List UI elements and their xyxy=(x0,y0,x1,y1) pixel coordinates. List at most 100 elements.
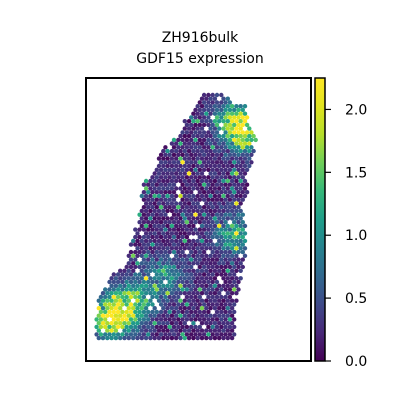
spot-point xyxy=(178,328,183,333)
spot-point xyxy=(212,126,218,131)
spot-point xyxy=(212,171,218,176)
spot-point xyxy=(214,324,220,330)
spot-point xyxy=(163,294,168,300)
spot-point xyxy=(118,313,123,318)
spot-point xyxy=(238,104,243,109)
spot-point xyxy=(219,264,224,270)
spot-point xyxy=(171,257,177,262)
spot-point xyxy=(135,298,140,303)
spot-point xyxy=(193,242,198,247)
spot-point xyxy=(201,242,207,247)
spot-point xyxy=(210,92,215,98)
spot-point xyxy=(199,178,205,184)
spot-point xyxy=(208,306,213,311)
spot-point xyxy=(169,335,175,341)
spot-point xyxy=(204,328,209,333)
spot-point xyxy=(208,141,213,146)
spot-point xyxy=(182,119,187,124)
spot-point xyxy=(178,261,183,266)
spot-point xyxy=(94,332,99,337)
spot-point xyxy=(139,238,144,244)
spot-point xyxy=(143,201,149,206)
spot-point xyxy=(212,201,218,206)
spot-point xyxy=(169,201,175,206)
spot-point xyxy=(133,294,138,300)
spot-point xyxy=(124,264,129,270)
spot-point xyxy=(189,167,194,172)
spot-point xyxy=(199,193,205,199)
spot-point xyxy=(217,201,222,206)
spot-point xyxy=(161,201,166,206)
spot-point xyxy=(227,227,233,232)
spot-point xyxy=(174,156,179,161)
spot-point xyxy=(227,212,233,217)
spot-point xyxy=(161,178,166,184)
spot-point xyxy=(143,246,149,251)
spot-point xyxy=(208,321,213,326)
spot-point xyxy=(223,130,228,135)
spot-point xyxy=(201,115,207,120)
spot-point xyxy=(223,227,228,232)
spot-point xyxy=(100,313,106,318)
spot-point xyxy=(182,156,187,161)
spot-point xyxy=(225,268,230,273)
spot-point xyxy=(174,276,179,281)
spot-point xyxy=(223,182,228,187)
spot-point xyxy=(186,208,192,214)
spot-point xyxy=(113,298,119,303)
spot-point xyxy=(169,156,175,161)
spot-point xyxy=(98,302,104,307)
spot-point xyxy=(184,197,190,202)
spot-point xyxy=(249,130,254,135)
spot-point xyxy=(201,182,207,187)
spot-point xyxy=(195,238,200,244)
spot-point xyxy=(244,137,250,143)
spot-point xyxy=(98,332,104,337)
spot-point xyxy=(156,238,162,244)
spot-point xyxy=(176,272,181,277)
spot-point xyxy=(234,231,239,236)
spot-point xyxy=(208,216,213,221)
spot-point xyxy=(197,145,202,150)
spot-point xyxy=(167,175,172,180)
spot-point xyxy=(221,313,226,318)
spot-point xyxy=(143,178,149,184)
spot-point xyxy=(204,111,209,116)
spot-point xyxy=(223,332,228,337)
spot-point xyxy=(174,163,179,169)
spot-point xyxy=(191,313,196,318)
spot-point xyxy=(128,257,134,262)
spot-point xyxy=(158,317,164,322)
spot-point xyxy=(214,160,220,165)
spot-point xyxy=(137,309,142,315)
spot-point xyxy=(210,302,215,307)
spot-point xyxy=(221,261,226,266)
spot-point xyxy=(212,223,218,229)
spot-point xyxy=(148,328,153,333)
spot-point xyxy=(124,279,129,285)
spot-point xyxy=(135,231,140,236)
spot-point xyxy=(234,156,239,161)
spot-point xyxy=(128,249,134,255)
spot-point xyxy=(217,253,222,258)
spot-point xyxy=(227,130,233,135)
spot-point xyxy=(128,317,134,322)
spot-point xyxy=(186,156,192,161)
spot-point xyxy=(133,279,138,285)
spot-point xyxy=(201,175,207,180)
spot-point xyxy=(229,186,235,191)
spot-point xyxy=(118,268,123,273)
spot-point xyxy=(229,163,235,169)
spot-point xyxy=(238,156,243,161)
spot-point xyxy=(242,231,248,236)
spot-point xyxy=(238,231,243,236)
spot-point xyxy=(184,227,190,232)
spot-point xyxy=(174,148,179,154)
spot-point xyxy=(201,197,207,202)
spot-point xyxy=(189,205,194,210)
spot-point xyxy=(191,328,196,333)
spot-point xyxy=(219,332,224,337)
spot-point xyxy=(238,261,243,266)
spot-point xyxy=(174,186,179,191)
spot-point xyxy=(186,238,192,244)
